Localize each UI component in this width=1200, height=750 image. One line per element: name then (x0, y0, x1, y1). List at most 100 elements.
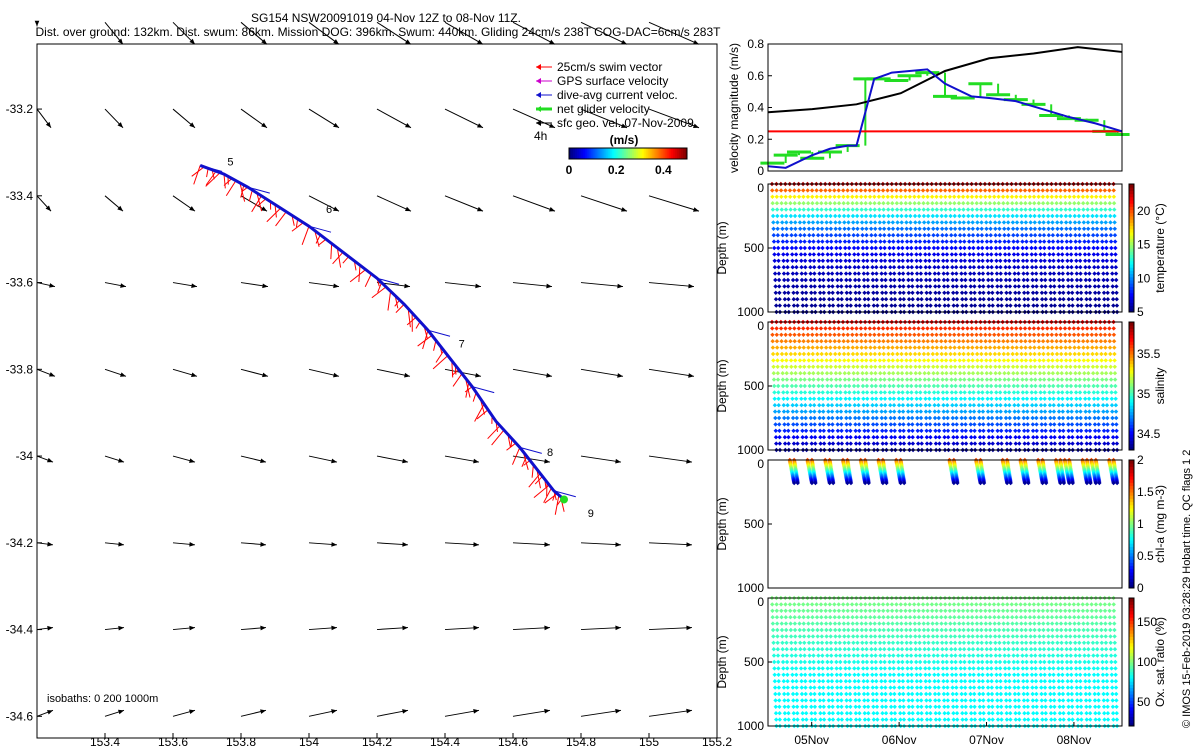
profile-point (786, 717, 791, 722)
velocity-y-tick-label: 0.4 (747, 101, 764, 115)
profile-point (1010, 364, 1016, 369)
profile-point (1013, 188, 1019, 193)
profile-point (873, 396, 879, 401)
profile-point (904, 364, 909, 369)
profile-point (1043, 290, 1048, 295)
profile-point (774, 207, 780, 212)
profile-point (885, 326, 890, 331)
profile-point (1041, 207, 1046, 212)
profile-point (1057, 284, 1062, 289)
profile-point (969, 194, 975, 199)
profile-colorbar-segment (1129, 517, 1134, 522)
profile-point (777, 698, 782, 703)
swim-vector (275, 211, 287, 227)
profile-point (1075, 435, 1080, 440)
geo-vector-arrowhead (688, 373, 694, 378)
profile-point (990, 428, 995, 433)
profile-point (1055, 371, 1060, 376)
profile-point (1045, 326, 1050, 331)
colorbar-segment (671, 148, 674, 159)
profile-point (786, 290, 791, 295)
profile-point (1059, 351, 1064, 357)
profile-point (814, 602, 819, 607)
profile-point (1087, 428, 1093, 433)
profile-point (945, 277, 950, 283)
geo-vector-arrowhead (118, 458, 124, 463)
profile-point (1004, 303, 1010, 308)
profile-point (827, 441, 832, 446)
profile-point (883, 271, 888, 276)
profile-point (927, 422, 933, 427)
profile-point (790, 415, 796, 421)
geo-vector-arrow (444, 282, 482, 288)
profile-point (1098, 188, 1103, 193)
profile-point (1034, 284, 1039, 289)
profile-point (917, 226, 922, 231)
profile-point (1003, 277, 1009, 283)
profile-point (771, 653, 777, 658)
profile-point (888, 290, 894, 295)
profile-point (968, 409, 973, 414)
profile-point (792, 627, 798, 633)
profile-point (1019, 371, 1025, 376)
profile-point (888, 428, 894, 433)
profile-point (1021, 428, 1027, 433)
profile-point (1077, 252, 1083, 257)
profile-point (872, 201, 877, 206)
profile-point (1103, 207, 1108, 212)
geo-vector-arrowhead (544, 625, 550, 631)
profile-point (1089, 188, 1094, 193)
profile-point (890, 207, 895, 212)
profile-point (1100, 377, 1105, 382)
profile-point (997, 383, 1003, 389)
profile-point (832, 608, 837, 613)
profile-point (1110, 290, 1116, 295)
profile-point (1067, 326, 1072, 331)
profile-point (863, 188, 868, 193)
profile-point (952, 339, 957, 344)
profile-point (825, 666, 830, 671)
profile-point (850, 332, 855, 337)
velocity-y-tick-label: 0.6 (747, 69, 764, 83)
profile-point (781, 271, 787, 276)
profile-point (951, 428, 956, 433)
profile-point (1042, 245, 1047, 251)
profile-point (925, 326, 930, 331)
profile-colorbar-label: chl-a (mg m-3) (1153, 485, 1167, 563)
profile-point (814, 188, 819, 193)
profile-point (1086, 239, 1091, 244)
profile-point (809, 480, 815, 486)
profile-point (1073, 233, 1078, 238)
profile-point (890, 358, 896, 363)
profile-point (838, 383, 843, 389)
profile-point (843, 252, 848, 257)
profile-point (847, 685, 853, 690)
profile-point (1112, 371, 1118, 376)
profile-point (776, 679, 781, 684)
profile-point (979, 233, 985, 238)
profile-point (1025, 435, 1031, 440)
profile-point (857, 435, 862, 440)
profile-point (852, 415, 858, 421)
profile-point (986, 277, 991, 283)
profile-point (1099, 213, 1104, 219)
profile-point (779, 201, 784, 206)
profile-point (774, 188, 779, 193)
profile-point (1034, 277, 1039, 283)
profile-point (836, 602, 841, 607)
profile-point (828, 233, 834, 238)
profile-point (865, 284, 871, 289)
profile-point (844, 290, 849, 295)
profile-point (839, 704, 844, 709)
profile-point (1083, 277, 1089, 283)
profile-point (782, 297, 788, 302)
profile-point (1031, 332, 1037, 337)
profile-point (977, 297, 983, 302)
profile-point (1022, 480, 1028, 486)
profile-point (1079, 297, 1084, 302)
profile-point (1049, 326, 1054, 331)
profile-point (1007, 271, 1012, 276)
profile-point (1029, 239, 1034, 244)
profile-point (1114, 428, 1119, 433)
profile-point (792, 602, 797, 607)
